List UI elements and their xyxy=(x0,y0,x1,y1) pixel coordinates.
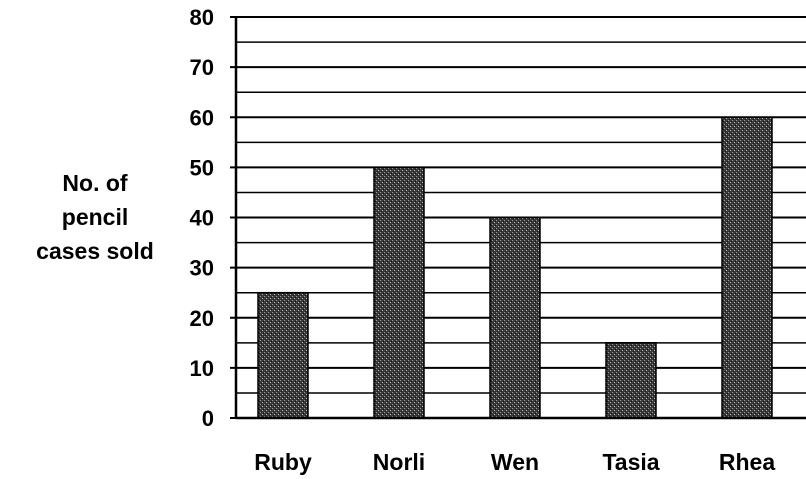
y-tick-label-50: 50 xyxy=(190,155,214,180)
y-tick-label-70: 70 xyxy=(190,55,214,80)
y-tick-label-10: 10 xyxy=(190,356,214,381)
y-tick-labels: 0 10 20 30 40 50 60 70 80 xyxy=(190,5,214,431)
bar-wen xyxy=(489,216,541,419)
bar-norli xyxy=(373,166,425,419)
y-axis-label-line-1: No. of xyxy=(62,170,128,196)
x-tick-label-norli: Norli xyxy=(373,449,425,475)
y-tick-label-40: 40 xyxy=(190,206,214,231)
x-tick-label-rhea: Rhea xyxy=(719,449,775,475)
y-tick-label-20: 20 xyxy=(190,306,214,331)
x-tick-labels: Ruby Norli Wen Tasia Rhea xyxy=(254,449,775,475)
y-tick-label-60: 60 xyxy=(190,105,214,130)
bar-ruby xyxy=(257,291,309,419)
bar-rhea xyxy=(721,116,773,419)
x-tick-label-ruby: Ruby xyxy=(254,449,312,475)
y-axis-label-line-2: pencil xyxy=(61,204,129,230)
y-axis-label-line-3: cases sold xyxy=(36,238,154,264)
bar-tasia xyxy=(605,342,657,419)
y-tick-label-30: 30 xyxy=(190,256,214,281)
y-tick-label-0: 0 xyxy=(202,406,214,431)
axes-group xyxy=(230,16,806,420)
x-tick-label-tasia: Tasia xyxy=(602,449,659,475)
x-tick-label-wen: Wen xyxy=(491,449,539,475)
y-tick-label-80: 80 xyxy=(190,5,214,30)
